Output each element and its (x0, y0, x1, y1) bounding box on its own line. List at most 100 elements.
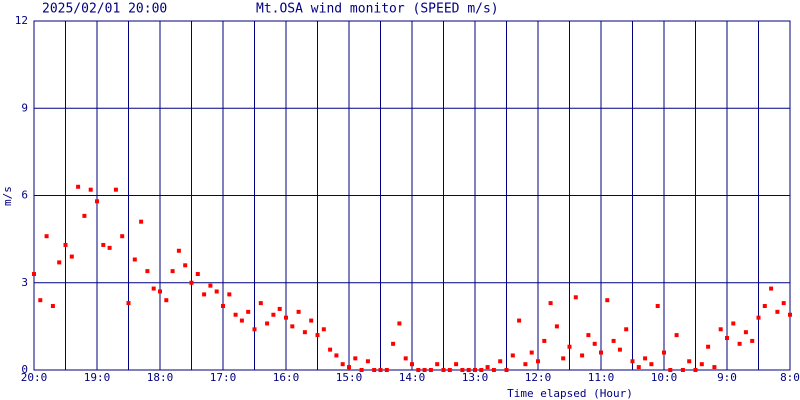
point (309, 318, 314, 323)
point (410, 362, 414, 367)
point (132, 257, 137, 262)
point (195, 272, 200, 277)
point (214, 289, 219, 294)
point (542, 338, 547, 343)
chart-title: Mt.OSA wind monitor (SPEED m/s) (256, 2, 499, 17)
point (372, 368, 377, 372)
point (599, 350, 603, 355)
point (592, 341, 597, 346)
point (403, 356, 408, 361)
point (416, 368, 421, 372)
point (428, 368, 433, 372)
point (63, 242, 68, 247)
point (447, 368, 452, 372)
x-tick-label: 11:0 (588, 371, 615, 384)
point (321, 327, 326, 332)
point (706, 344, 711, 349)
y-axis-label: m/s (1, 186, 14, 206)
point (359, 368, 364, 372)
point (365, 359, 370, 364)
point (145, 269, 150, 274)
point (340, 362, 345, 367)
point (208, 283, 213, 288)
point (743, 330, 748, 335)
point (580, 353, 585, 358)
x-tick-label: 12:0 (525, 371, 552, 384)
point (151, 286, 156, 291)
point (756, 315, 761, 320)
point (239, 318, 244, 323)
x-tick-label: 14:0 (399, 371, 426, 384)
point (176, 248, 181, 253)
point (57, 260, 62, 265)
point (246, 309, 251, 314)
point (397, 321, 402, 326)
point (76, 184, 81, 189)
point (378, 368, 383, 372)
point (762, 304, 767, 309)
point (554, 324, 559, 329)
point (164, 298, 169, 303)
point (548, 301, 553, 306)
point (775, 309, 780, 314)
point (290, 324, 295, 329)
point (38, 298, 43, 303)
point (750, 338, 755, 343)
point (158, 289, 162, 294)
point (170, 269, 175, 274)
point (454, 362, 459, 367)
point (315, 333, 320, 338)
point (265, 321, 270, 326)
point (491, 368, 496, 372)
point (189, 280, 194, 285)
point (441, 368, 446, 372)
point (296, 309, 301, 314)
point (479, 368, 484, 372)
point (183, 263, 188, 268)
x-tick-label: 15:0 (336, 371, 363, 384)
x-axis-label: Time elapsed (Hour) (507, 387, 633, 400)
point (391, 341, 396, 346)
x-tick-label: 8:0 (780, 371, 800, 384)
point (113, 187, 118, 192)
point (120, 234, 125, 239)
point (693, 368, 698, 372)
point (485, 365, 490, 370)
point (334, 353, 339, 358)
point (788, 312, 792, 317)
point (95, 199, 99, 204)
point (202, 292, 207, 297)
point (233, 312, 238, 317)
point (353, 356, 358, 361)
chart-date: 2025/02/01 20:00 (42, 2, 167, 17)
point (680, 368, 685, 372)
point (536, 359, 540, 364)
point (44, 234, 49, 239)
point (88, 187, 93, 192)
point (529, 350, 534, 355)
point (630, 359, 635, 364)
point (655, 304, 660, 309)
point (126, 301, 131, 306)
point (725, 336, 729, 341)
x-tick-label: 17:0 (210, 371, 237, 384)
point (384, 368, 389, 372)
point (674, 333, 679, 338)
point (227, 292, 232, 297)
point (107, 245, 112, 250)
point (624, 327, 629, 332)
point (649, 362, 654, 367)
x-tick-label: 10:0 (651, 371, 678, 384)
y-tick-label: 12 (15, 14, 28, 27)
point (737, 341, 742, 346)
point (712, 365, 717, 370)
point (504, 368, 509, 372)
point (258, 301, 263, 306)
x-tick-label: 13:0 (462, 371, 489, 384)
point (347, 365, 351, 370)
point (302, 330, 307, 335)
point (69, 254, 74, 259)
point (510, 353, 515, 358)
point (605, 298, 610, 303)
